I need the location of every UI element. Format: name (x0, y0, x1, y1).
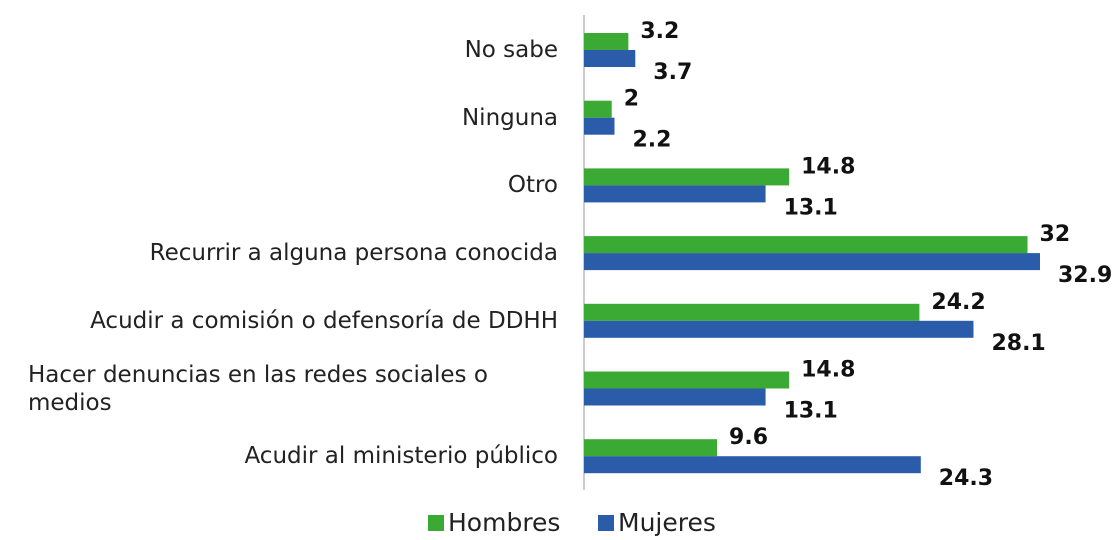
category-text: Hacer denuncias en las redes sociales o … (28, 361, 488, 416)
value-label: 13.1 (784, 399, 838, 424)
legend-swatch (428, 515, 444, 531)
category-label: Recurrir a alguna persona conocida (150, 239, 558, 267)
category-label: Acudir al ministerio público (244, 442, 558, 470)
category-text: Otro (507, 172, 558, 199)
bar (584, 50, 636, 67)
value-label: 3.7 (653, 60, 692, 85)
value-label: 32 (1040, 222, 1071, 247)
value-label: 24.2 (931, 290, 985, 315)
value-label: 28.1 (991, 331, 1045, 356)
value-label: 2.2 (632, 128, 671, 153)
bar (584, 388, 766, 406)
bar (584, 253, 1040, 271)
value-label: 3.2 (640, 19, 679, 44)
category-label: Ninguna (462, 104, 558, 132)
category-text: No sabe (464, 37, 558, 63)
bar (584, 33, 629, 50)
legend-label: Hombres (448, 508, 561, 537)
bar (584, 456, 921, 474)
value-label: 32.9 (1058, 263, 1112, 288)
bar (584, 185, 766, 203)
bar (584, 168, 790, 186)
category-text: Acudir al ministerio público (244, 443, 558, 470)
value-label: 13.1 (784, 195, 838, 220)
legend-item: Mujeres (598, 508, 716, 537)
category-label: No sabe (465, 36, 558, 64)
category-label: Hacer denuncias en las redes sociales o … (28, 361, 558, 417)
category-text: Recurrir a alguna persona conocida (149, 240, 558, 267)
category-label: Otro (508, 171, 558, 199)
bar (584, 371, 790, 389)
category-text: Acudir a comisión o defensoría de DDHH (90, 307, 558, 334)
legend-label: Mujeres (618, 508, 716, 537)
legend-item: Hombres (428, 508, 560, 537)
value-label: 24.3 (939, 466, 993, 491)
category-label: Acudir a comisión o defensoría de DDHH (90, 307, 558, 335)
value-label: 2 (624, 87, 639, 112)
bar (584, 117, 615, 135)
value-label: 14.8 (801, 154, 855, 179)
value-label: 14.8 (801, 358, 855, 383)
category-text: Ninguna (461, 104, 558, 131)
bar (584, 439, 718, 457)
bar (584, 303, 920, 321)
bar (584, 236, 1028, 254)
bar (584, 320, 974, 338)
legend-swatch (598, 515, 614, 531)
value-label: 9.6 (729, 425, 768, 450)
bar (584, 100, 612, 118)
